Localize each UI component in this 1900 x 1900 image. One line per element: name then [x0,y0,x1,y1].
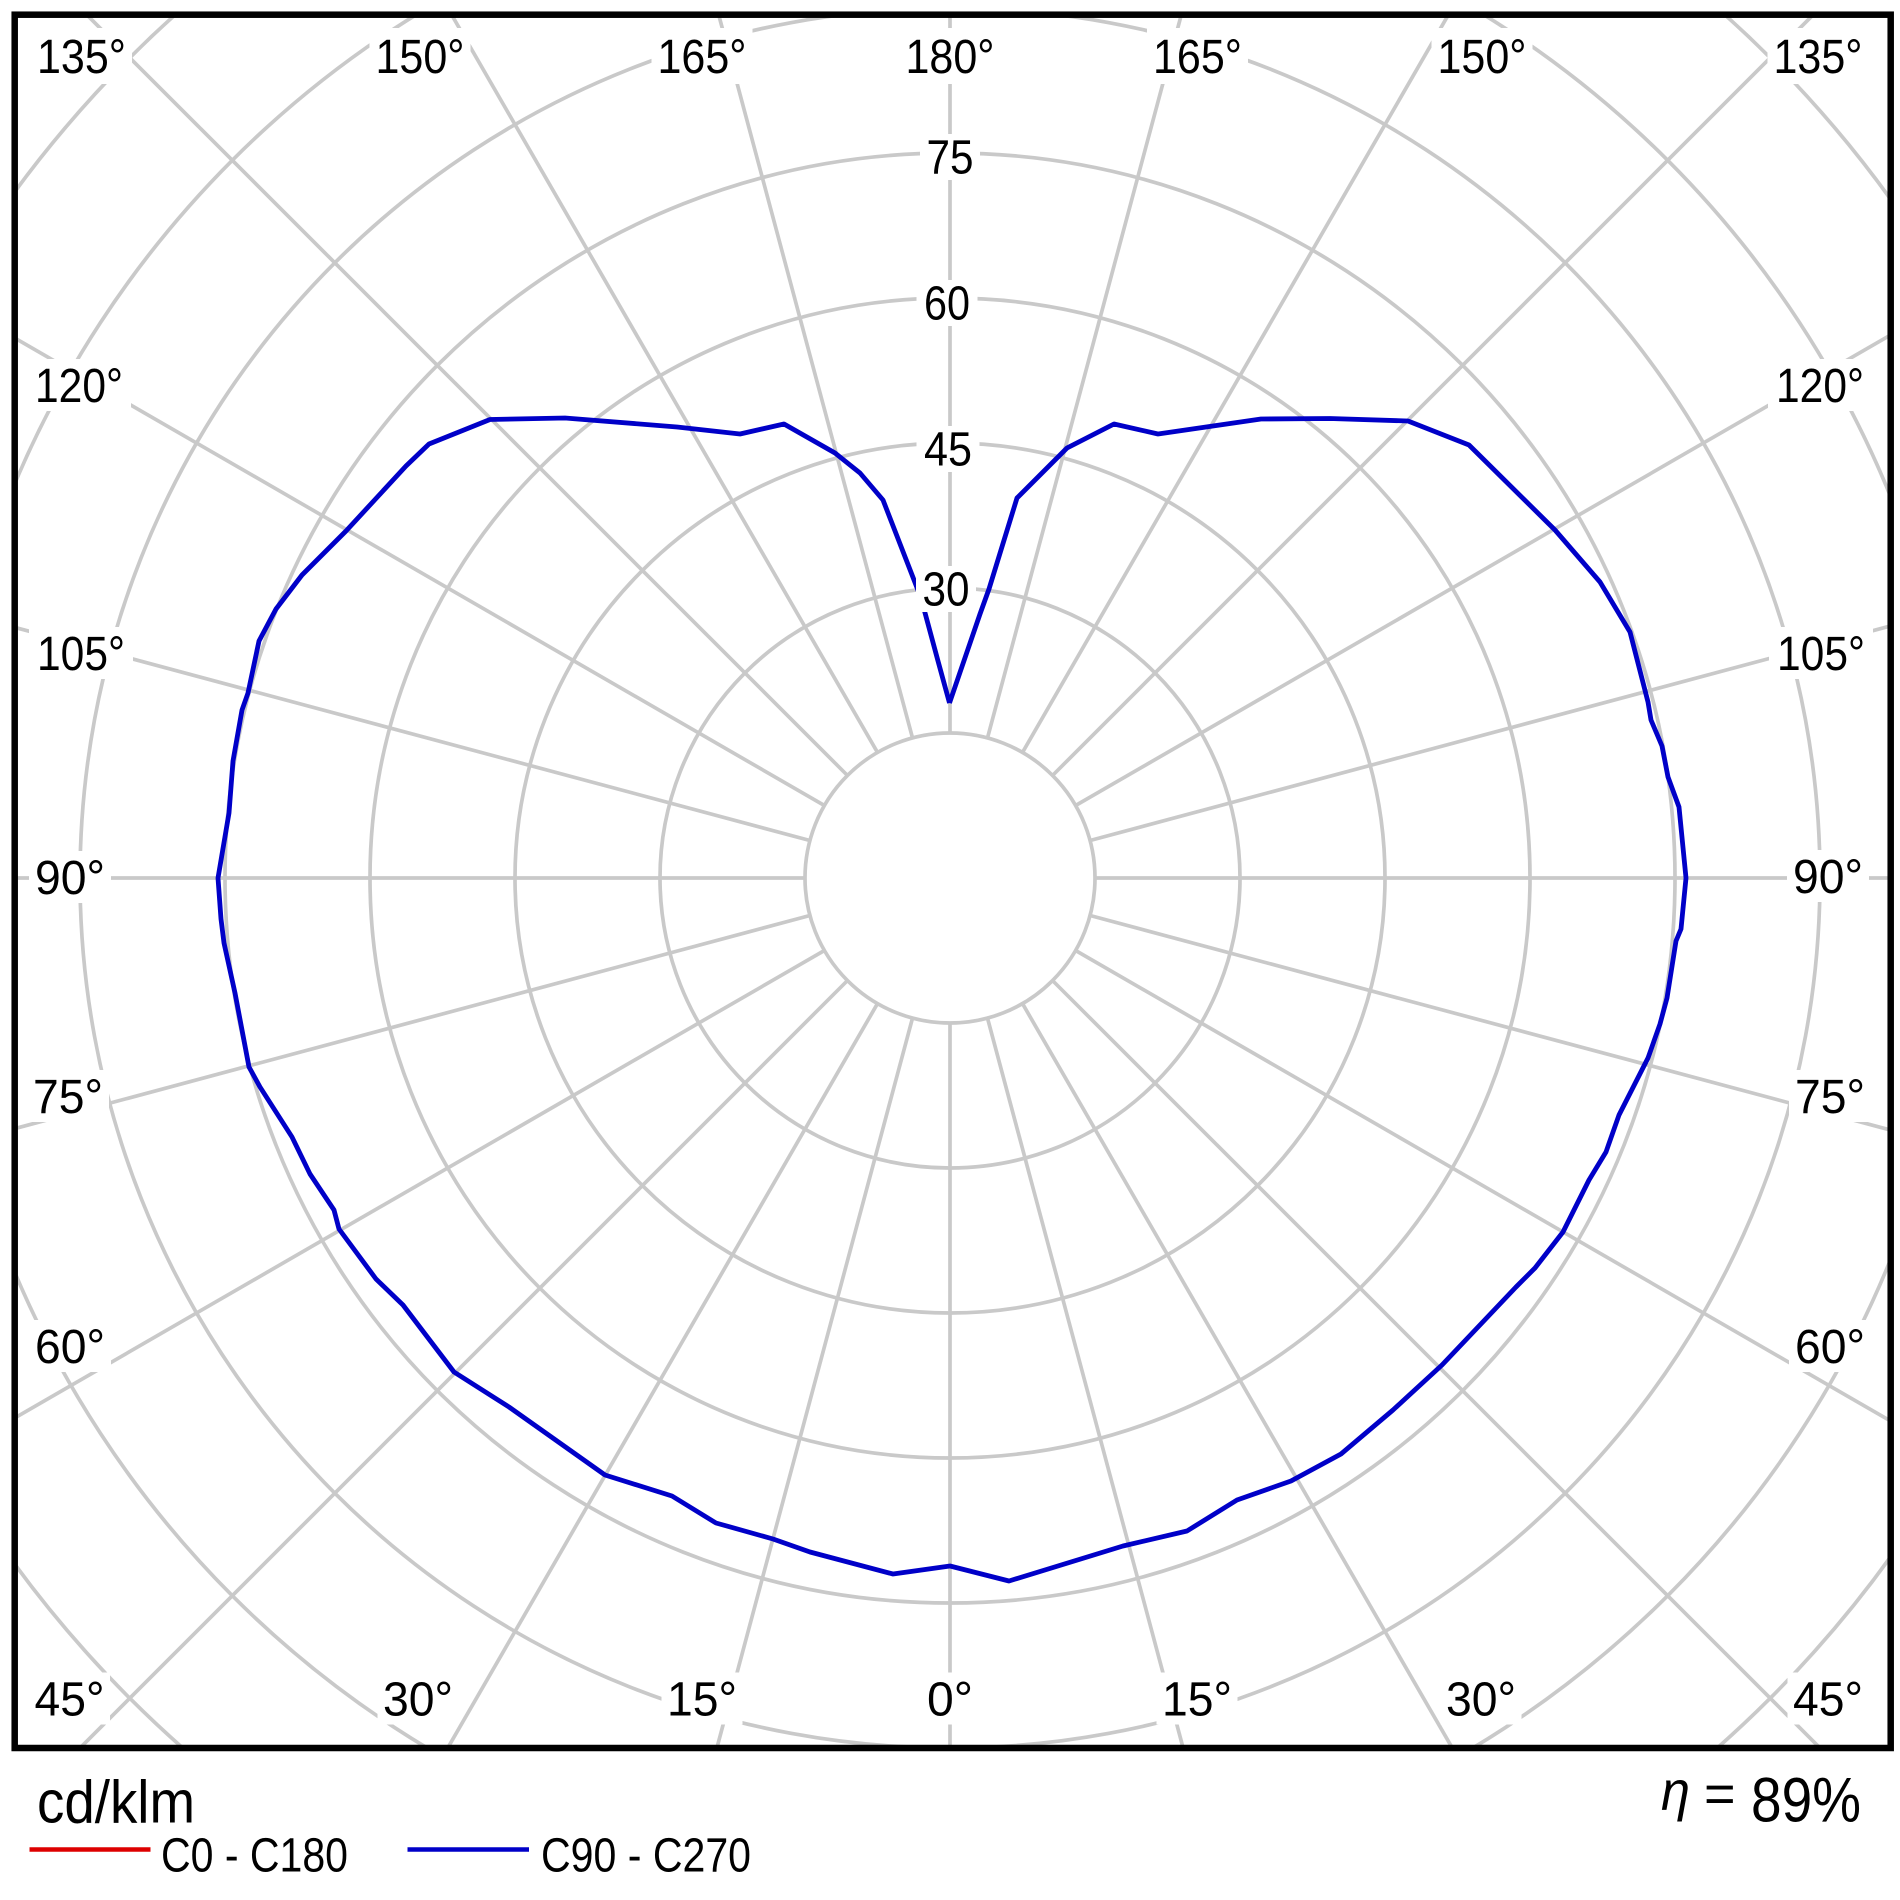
svg-text:60: 60 [924,278,970,331]
svg-text:60°: 60° [1795,1321,1865,1374]
svg-text:165°: 165° [1153,31,1242,84]
svg-text:45°: 45° [35,1673,105,1726]
svg-text:150°: 150° [376,31,465,84]
svg-text:C0 - C180: C0 - C180 [161,1830,348,1883]
svg-text:15°: 15° [667,1673,737,1726]
svg-text:45°: 45° [1793,1673,1863,1726]
svg-text:135°: 135° [37,31,126,84]
svg-text:75°: 75° [1795,1071,1865,1124]
svg-text:120°: 120° [35,360,123,413]
svg-text:90°: 90° [1793,851,1863,904]
svg-text:60°: 60° [35,1321,105,1374]
svg-text:cd/klm: cd/klm [37,1769,195,1836]
svg-text:30°: 30° [1446,1673,1516,1726]
svg-text:165°: 165° [658,31,747,84]
svg-text:105°: 105° [37,628,125,681]
svg-text:η: η [1661,1759,1690,1822]
svg-text:0°: 0° [927,1673,973,1726]
svg-text:30°: 30° [383,1673,453,1726]
svg-text:105°: 105° [1777,628,1865,681]
svg-text:150°: 150° [1438,31,1527,84]
svg-text:89%: 89% [1751,1766,1861,1836]
svg-text:C90 - C270: C90 - C270 [541,1830,751,1883]
svg-text:75: 75 [927,132,974,185]
svg-text:30: 30 [923,564,970,617]
svg-text:135°: 135° [1774,31,1863,84]
svg-text:180°: 180° [906,31,995,84]
svg-text:90°: 90° [35,852,105,905]
svg-text:75°: 75° [33,1071,103,1124]
svg-text:120°: 120° [1776,360,1864,413]
svg-text:15°: 15° [1162,1673,1232,1726]
svg-text:45: 45 [924,424,972,477]
svg-text:=: = [1704,1764,1736,1824]
